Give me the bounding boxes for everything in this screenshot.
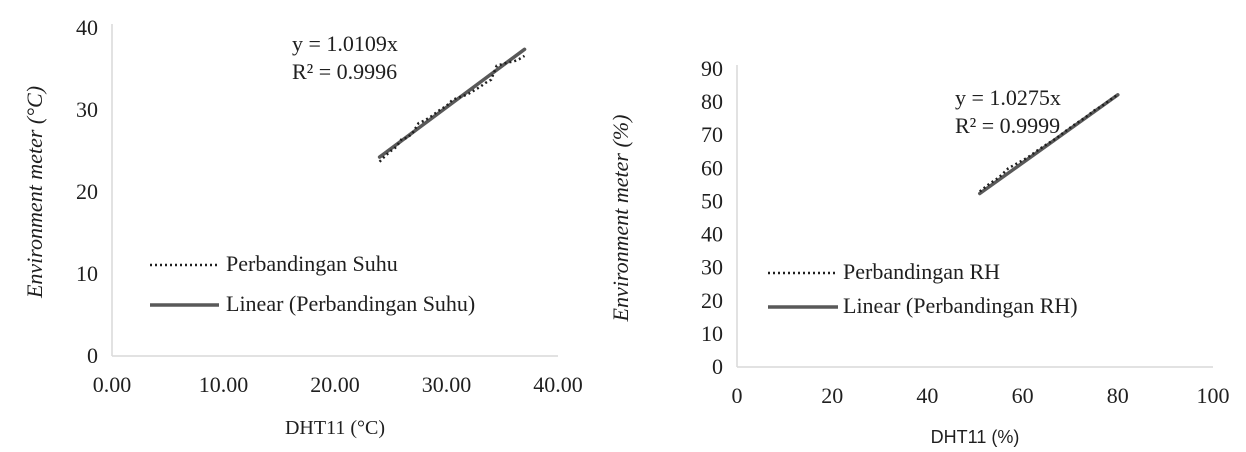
r-squared-label: R² = 0.9999 bbox=[955, 113, 1060, 138]
x-tick-label: 100 bbox=[1197, 383, 1230, 408]
legend-label: Perbandingan RH bbox=[843, 259, 1000, 284]
x-tick-label: 80 bbox=[1107, 383, 1129, 408]
x-tick-label: 20 bbox=[821, 383, 843, 408]
x-axis-title: DHT11 (%) bbox=[931, 427, 1020, 447]
y-tick-label: 10 bbox=[76, 261, 98, 286]
x-axis-title: DHT11 (°C) bbox=[285, 417, 385, 439]
y-tick-label: 60 bbox=[701, 155, 723, 180]
x-tick-label: 40 bbox=[916, 383, 938, 408]
chart-2: 0 10 20 30 40 50 60 70 80 90 0 20 40 60 80 100 DHT11 (%)… bbox=[608, 56, 1230, 447]
chart-1: 0 10 20 30 40 0.00 10.00 20.00 30.00 40.00 DHT11 (… bbox=[22, 15, 583, 439]
y-tick-label: 70 bbox=[701, 122, 723, 147]
trendline-equation: y = 1.0109x bbox=[292, 31, 398, 56]
y-tick-label: 20 bbox=[76, 179, 98, 204]
y-tick-label: 0 bbox=[87, 343, 98, 368]
y-tick-label: 40 bbox=[76, 15, 98, 40]
x-tick-label: 40.00 bbox=[533, 372, 583, 397]
y-tick-label: 90 bbox=[701, 56, 723, 81]
y-tick-label: 80 bbox=[701, 89, 723, 114]
legend: Perbandingan Suhu Linear (Perbandingan Su… bbox=[150, 251, 475, 316]
series-line-dotted bbox=[380, 56, 525, 162]
trendline-equation: y = 1.0275x bbox=[955, 85, 1061, 110]
x-tick-label: 0 bbox=[732, 383, 743, 408]
x-tick-label: 60 bbox=[1012, 383, 1034, 408]
y-tick-label: 10 bbox=[701, 321, 723, 346]
x-tick-label: 10.00 bbox=[199, 372, 249, 397]
y-tick-label: 30 bbox=[76, 97, 98, 122]
legend-label: Linear (Perbandingan Suhu) bbox=[226, 291, 475, 316]
x-tick-label: 20.00 bbox=[310, 372, 360, 397]
r-squared-label: R² = 0.9996 bbox=[292, 59, 397, 84]
y-axis-title: Environment meter (%) bbox=[608, 115, 633, 323]
y-tick-label: 0 bbox=[712, 354, 723, 379]
y-tick-label: 50 bbox=[701, 188, 723, 213]
x-tick-label: 0.00 bbox=[93, 372, 132, 397]
legend-label: Perbandingan Suhu bbox=[226, 251, 398, 276]
legend-label: Linear (Perbandingan RH) bbox=[843, 293, 1078, 318]
y-tick-label: 20 bbox=[701, 288, 723, 313]
y-axis-title: Environment meter (°C) bbox=[22, 86, 47, 299]
y-tick-label: 40 bbox=[701, 222, 723, 247]
x-tick-label: 30.00 bbox=[422, 372, 472, 397]
legend: Perbandingan RH Linear (Perbandingan RH) bbox=[768, 259, 1078, 318]
y-tick-label: 30 bbox=[701, 255, 723, 280]
